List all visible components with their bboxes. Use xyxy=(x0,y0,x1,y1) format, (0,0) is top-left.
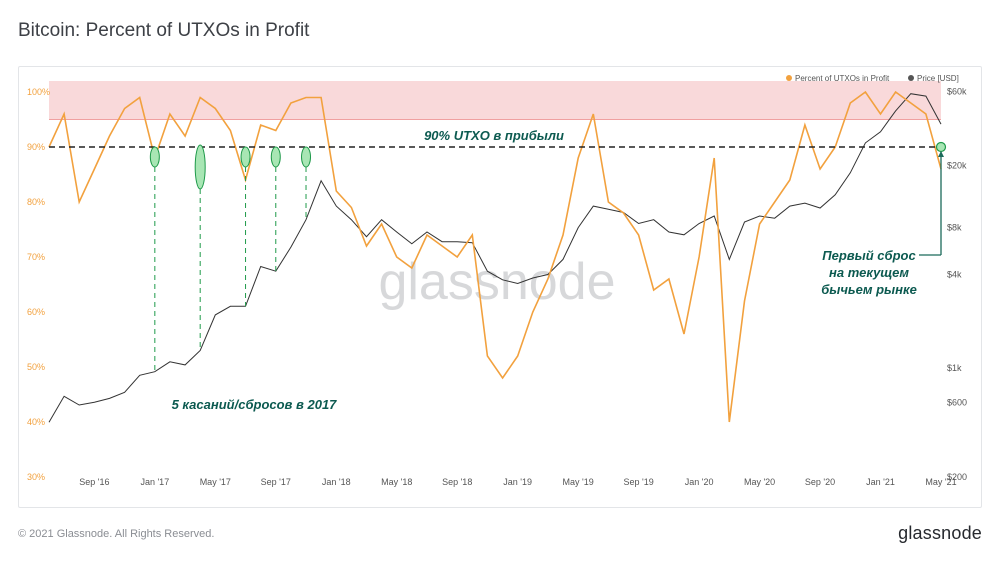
x-tick-label: Jan '19 xyxy=(503,477,532,487)
brand-logo[interactable]: glassnode xyxy=(898,523,982,543)
right-tick-label: $200 xyxy=(947,472,967,482)
page-title: Bitcoin: Percent of UTXOs in Profit xyxy=(18,20,310,41)
watermark: glassnode xyxy=(378,253,615,311)
touch-point-marker xyxy=(240,146,251,168)
left-tick-label: 90% xyxy=(27,142,45,152)
right-tick-label: $4k xyxy=(947,269,962,279)
profit-zone xyxy=(49,81,941,120)
x-tick-label: Jan '17 xyxy=(140,477,169,487)
x-tick-label: Jan '21 xyxy=(866,477,895,487)
legend-label: Price [USD] xyxy=(917,74,959,83)
touch-point-marker xyxy=(301,146,312,168)
legend-label: Percent of UTXOs in Profit xyxy=(795,74,890,83)
right-tick-label: $8k xyxy=(947,223,962,233)
utxo-profit-line xyxy=(48,90,942,423)
right-tick-label: $1k xyxy=(947,363,962,373)
touches-annotation: 5 касаний/сбросов в 2017 xyxy=(172,397,338,412)
left-tick-label: 50% xyxy=(27,362,45,372)
touch-point-marker xyxy=(194,144,206,190)
copyright-text: © 2021 Glassnode. All Rights Reserved. xyxy=(18,528,215,540)
x-tick-label: May '19 xyxy=(563,477,594,487)
x-tick-label: Jan '18 xyxy=(322,477,351,487)
current-point-marker xyxy=(935,141,947,153)
left-tick-label: 30% xyxy=(27,472,45,482)
right-tick-label: $600 xyxy=(947,398,967,408)
x-tick-label: Sep '20 xyxy=(805,477,835,487)
chart-svg: glassnode Sep '16 Jan '17 May '17 Sep '17 Jan… xyxy=(27,74,967,487)
left-tick-label: 100% xyxy=(27,87,50,97)
current-annotation-line: Первый сброс xyxy=(822,248,916,263)
x-tick-label: Jan '20 xyxy=(685,477,714,487)
left-tick-label: 60% xyxy=(27,307,45,317)
chart-panel: glassnode Sep '16 Jan '17 May '17 Sep '17 Jan… xyxy=(18,66,982,508)
right-tick-label: $20k xyxy=(947,161,967,171)
legend-marker xyxy=(908,75,914,81)
x-tick-label: May '21 xyxy=(925,477,956,487)
touch-point-marker xyxy=(270,146,281,168)
left-tick-label: 80% xyxy=(27,197,45,207)
x-tick-label: May '18 xyxy=(381,477,412,487)
left-tick-label: 70% xyxy=(27,252,45,262)
current-annotation-line: бычьем рынке xyxy=(821,282,917,297)
x-tick-label: May '20 xyxy=(744,477,775,487)
x-tick-label: May '17 xyxy=(200,477,231,487)
x-tick-label: Sep '18 xyxy=(442,477,472,487)
x-tick-label: Sep '19 xyxy=(624,477,654,487)
threshold-label: 90% UTXO в прибыли xyxy=(424,128,564,143)
x-tick-label: Sep '17 xyxy=(261,477,291,487)
current-arrow-icon xyxy=(938,151,944,157)
current-annotation-line: на текущем xyxy=(829,265,909,280)
price-line xyxy=(48,93,942,423)
legend-marker xyxy=(786,75,792,81)
touch-point-marker xyxy=(149,146,160,168)
right-tick-label: $60k xyxy=(947,86,967,96)
x-tick-label: Sep '16 xyxy=(79,477,109,487)
left-tick-label: 40% xyxy=(27,417,45,427)
